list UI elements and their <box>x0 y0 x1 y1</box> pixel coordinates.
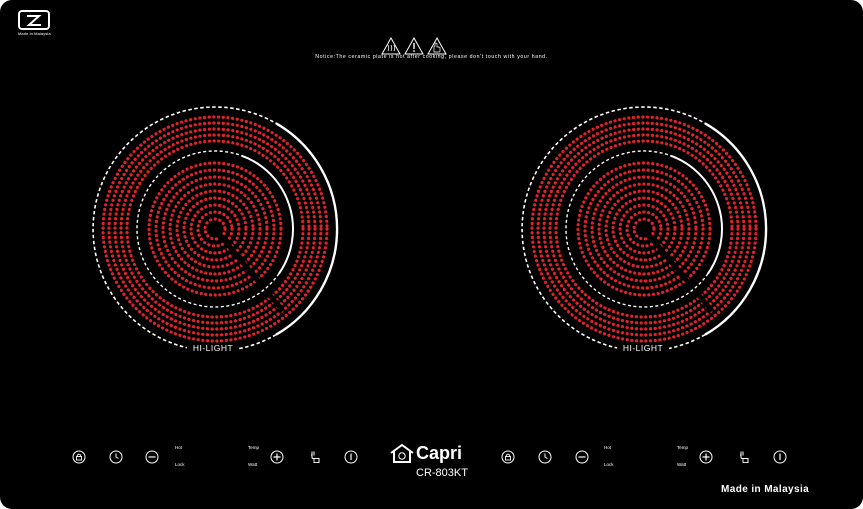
power-icon[interactable] <box>773 450 787 464</box>
timer-icon[interactable] <box>538 450 552 464</box>
lock-icon[interactable] <box>72 450 86 464</box>
hot-surface-warning-icon <box>381 37 401 55</box>
cooking-zone-2: HI-LIGHT <box>521 106 768 354</box>
mode-temp-label: Temp <box>248 445 260 450</box>
timer-icon[interactable] <box>109 450 123 464</box>
corner-logo-text: Made in Malaysia <box>18 31 51 36</box>
mode-temp-label: Temp <box>677 445 689 450</box>
hi-light-label: HI-LIGHT <box>193 343 233 353</box>
plus-icon[interactable] <box>270 450 284 464</box>
lock-icon[interactable] <box>501 450 515 464</box>
model-number: CR-803KT <box>416 467 468 479</box>
mode-watt-label: Watt <box>677 462 687 467</box>
warning-icons <box>381 37 447 55</box>
caution-warning-icon <box>404 37 424 55</box>
made-in-label: Made in Malaysia <box>721 484 810 495</box>
minus-icon[interactable] <box>145 450 159 464</box>
minus-icon[interactable] <box>575 450 589 464</box>
mode-watt-label: Watt <box>248 462 258 467</box>
plus-icon[interactable] <box>699 450 713 464</box>
house-logo-icon <box>390 443 414 463</box>
safety-notice: Notice:The ceramic plate is hot after co… <box>315 54 548 60</box>
brand-name: Capri <box>416 443 463 463</box>
z-logo-icon <box>18 10 50 30</box>
function-icon[interactable] <box>308 450 322 464</box>
cooking-zone-1: HI-LIGHT <box>92 106 339 354</box>
mode-lock-label: Lock <box>175 462 185 467</box>
mode-lock-label: Lock <box>604 462 614 467</box>
mode-hot-label: Hot <box>175 445 183 450</box>
function-icon[interactable] <box>737 450 751 464</box>
hi-light-label: HI-LIGHT <box>623 343 663 353</box>
mode-hot-label: Hot <box>604 445 612 450</box>
power-icon[interactable] <box>344 450 358 464</box>
no-touch-warning-icon <box>427 37 447 55</box>
